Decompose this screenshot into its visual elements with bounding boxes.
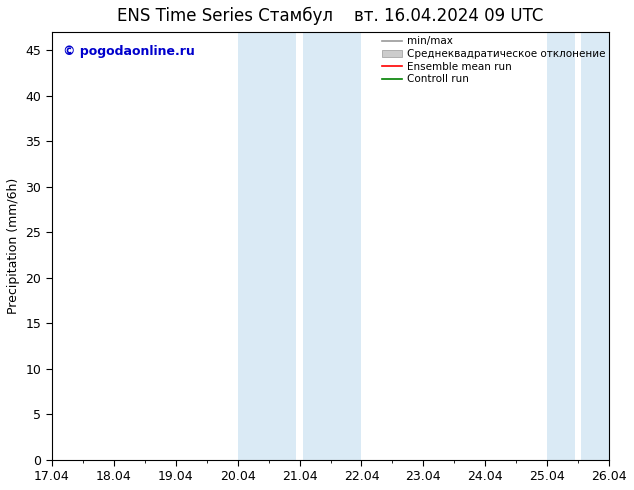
Bar xyxy=(547,32,575,460)
Bar xyxy=(581,32,609,460)
Text: © pogodaonline.ru: © pogodaonline.ru xyxy=(63,45,195,58)
Bar xyxy=(302,32,361,460)
Y-axis label: Precipitation (mm/6h): Precipitation (mm/6h) xyxy=(7,178,20,314)
Bar xyxy=(238,32,297,460)
Legend: min/max, Среднеквадратическое отклонение, Ensemble mean run, Controll run: min/max, Среднеквадратическое отклонение… xyxy=(378,33,608,87)
Title: ENS Time Series Стамбул    вт. 16.04.2024 09 UTC: ENS Time Series Стамбул вт. 16.04.2024 0… xyxy=(117,7,544,25)
